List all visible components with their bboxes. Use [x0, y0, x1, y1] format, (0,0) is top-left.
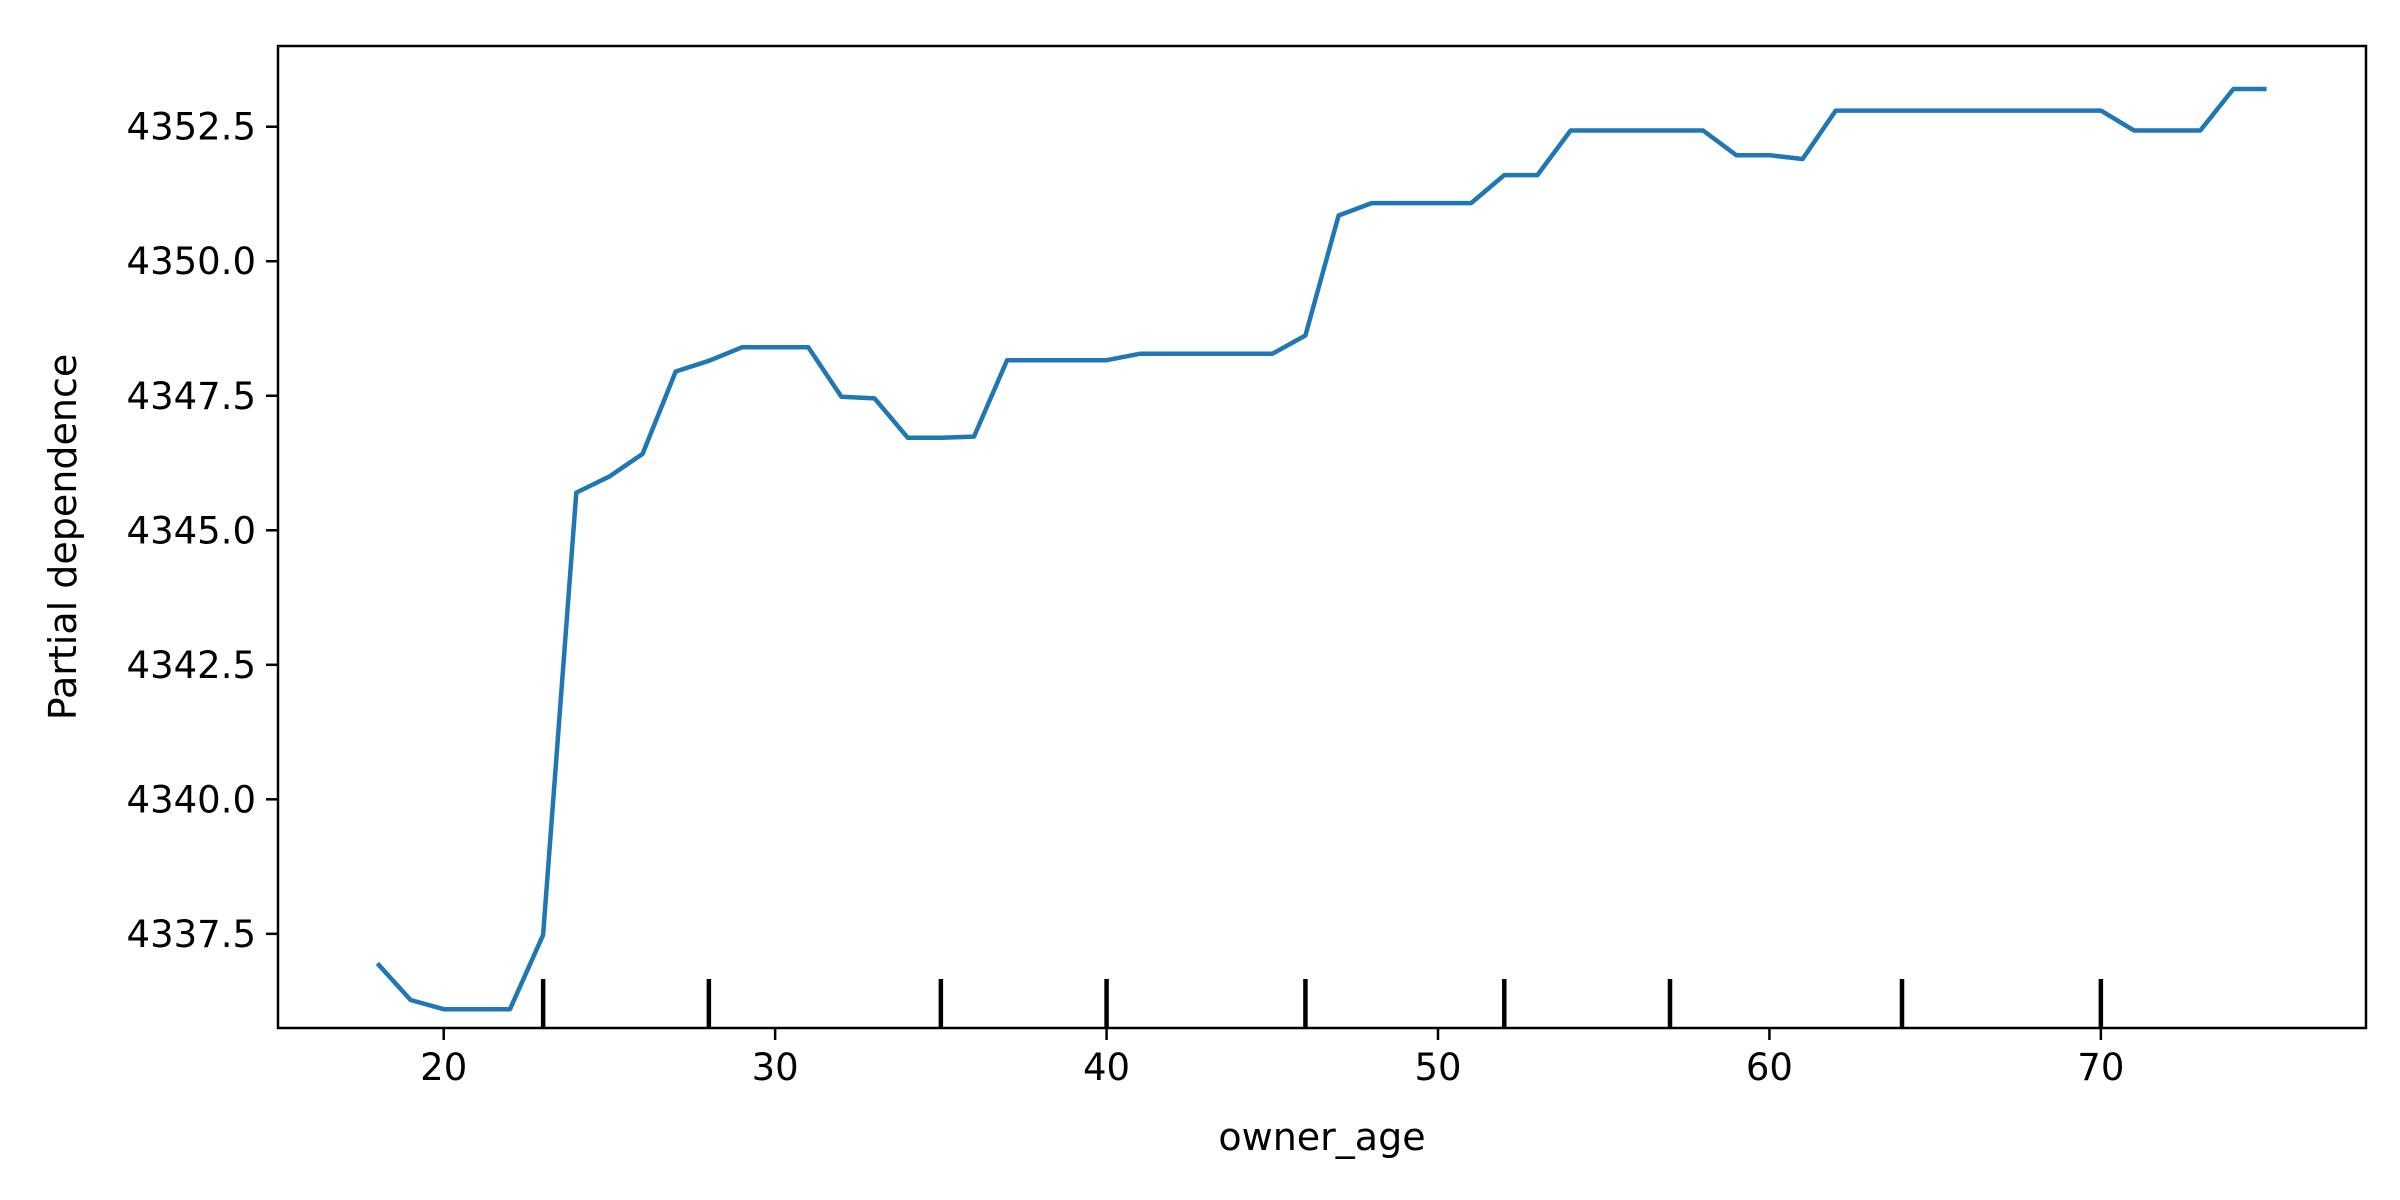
decile-rug — [540, 979, 2104, 1028]
y-tick-label: 4340.0 — [127, 778, 256, 821]
x-tick-label: 60 — [1746, 1046, 1793, 1089]
x-axis-label: owner_age — [1218, 1115, 1425, 1159]
y-tick-label: 4347.5 — [127, 375, 256, 418]
x-tick-label: 20 — [420, 1046, 467, 1089]
series-line — [375, 86, 2267, 1012]
x-tick-label: 50 — [1414, 1046, 1461, 1089]
y-tick-label: 4350.0 — [127, 240, 256, 283]
y-tick-label: 4342.5 — [127, 644, 256, 687]
y-axis: 4337.5 4340.0 4342.5 4345.0 4347.5 4350.0 4352… — [127, 106, 278, 956]
y-tick-label: 4345.0 — [127, 509, 256, 552]
x-axis: 20 30 40 50 60 70 — [420, 1028, 2124, 1089]
y-axis-label: Partial dependence — [41, 354, 85, 720]
y-tick-label: 4337.5 — [127, 913, 256, 956]
x-tick-label: 40 — [1083, 1046, 1130, 1089]
plot-frame — [276, 44, 2368, 1030]
y-tick-label: 4352.5 — [127, 106, 256, 149]
x-tick-label: 30 — [752, 1046, 799, 1089]
x-tick-label: 70 — [2077, 1046, 2124, 1089]
series-line-group — [375, 86, 2267, 1012]
